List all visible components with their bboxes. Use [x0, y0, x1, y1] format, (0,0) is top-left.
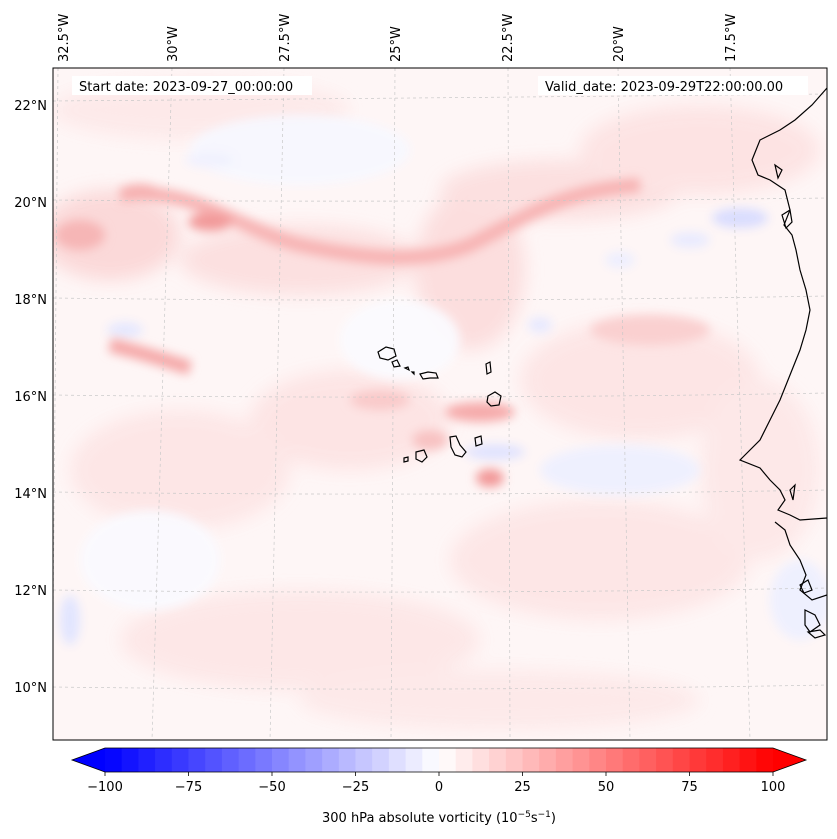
colorbar-cell: [105, 748, 123, 772]
colorbar-cell: [472, 748, 490, 772]
colorbar-cell: [589, 748, 607, 772]
colorbar-cell: [155, 748, 173, 772]
island-santiago: [449, 435, 467, 458]
colorbar-cell: [572, 748, 590, 772]
colorbar-cell: [422, 748, 440, 772]
colorbar-min-extension: [72, 748, 105, 772]
colorbar-cell: [238, 748, 256, 772]
colorbar-cell: [505, 748, 524, 772]
colorbar-cell: [355, 748, 373, 772]
longitude-labels: 32.5°W 30°W 27.5°W 25°W 22.5°W 20°W 17.5…: [57, 14, 739, 62]
start-date-box: Start date: 2023-09-27_00:00:00: [72, 76, 312, 95]
lon-label: 22.5°W: [501, 14, 516, 62]
colorbar-cell: [221, 748, 240, 772]
colorbar-cell: [539, 748, 557, 772]
colorbar-cell: [372, 748, 390, 772]
colorbar-cells: [105, 748, 774, 772]
colorbar: −100 −75 −50 −25 0 25 50 75 100 300 hPa …: [70, 747, 808, 826]
colorbar-tick-label: 75: [681, 780, 698, 795]
lat-label: 16°N: [14, 390, 47, 405]
island-sao-nicolau: [419, 371, 439, 380]
lat-label: 14°N: [14, 487, 47, 502]
colorbar-tick-label: 0: [435, 780, 443, 795]
lat-label: 22°N: [14, 99, 47, 114]
colorbar-cell: [138, 748, 156, 772]
colorbar-cell: [689, 748, 707, 772]
colorbar-tick-label: −75: [175, 780, 202, 795]
colorbar-cell: [255, 748, 273, 772]
colorbar-max-extension: [773, 748, 806, 772]
colorbar-title: 300 hPa absolute vorticity (10−5s−1): [322, 810, 556, 826]
lon-label: 25°W: [389, 26, 404, 62]
island-fogo: [415, 449, 428, 463]
colorbar-cell: [188, 748, 206, 772]
colorbar-tick-label: 25: [514, 780, 531, 795]
colorbar-cell: [272, 748, 290, 772]
lat-label: 18°N: [14, 293, 47, 308]
guinea-coast: [774, 521, 827, 601]
island-sal: [485, 361, 492, 375]
lat-label: 10°N: [14, 681, 47, 696]
colorbar-ticks: −100 −75 −50 −25 0 25 50 75 100: [87, 772, 785, 795]
valid-date-label: Valid_date: 2023-09-29T22:00:00.00: [545, 80, 783, 95]
colorbar-cell: [489, 748, 507, 772]
lon-label: 17.5°W: [724, 14, 739, 62]
colorbar-cell: [322, 748, 340, 772]
colorbar-cell: [305, 748, 323, 772]
island-sao-vicente: [391, 359, 401, 368]
start-date-label: Start date: 2023-09-27_00:00:00: [79, 80, 293, 95]
colorbar-cell: [288, 748, 306, 772]
colorbar-cell: [205, 748, 223, 772]
lat-label: 12°N: [14, 584, 47, 599]
colorbar-cell: [555, 748, 574, 772]
colorbar-cell: [171, 748, 190, 772]
colorbar-tick-label: 50: [598, 780, 615, 795]
map-frame: [52, 67, 828, 741]
colorbar-cell: [606, 748, 624, 772]
island-maio: [474, 435, 483, 447]
gridlines: [53, 68, 827, 740]
colorbar-tick-label: −100: [87, 780, 123, 795]
island-brava: [403, 456, 409, 463]
colorbar-cell: [622, 748, 640, 772]
colorbar-tick-label: 100: [761, 780, 786, 795]
latitude-labels: 22°N 20°N 18°N 16°N 14°N 12°N 10°N: [14, 99, 47, 696]
colorbar-cell: [706, 748, 724, 772]
lon-label: 30°W: [166, 26, 181, 62]
lon-label: 20°W: [612, 26, 627, 62]
colorbar-tick-label: −50: [258, 780, 285, 795]
colorbar-cell: [722, 748, 741, 772]
coastline: [377, 87, 827, 639]
island-santo-antao: [377, 346, 397, 361]
africa-coast: [738, 87, 827, 521]
colorbar-cell: [739, 748, 757, 772]
colorbar-cell: [439, 748, 457, 772]
valid-date-box: Valid_date: 2023-09-29T22:00:00.00: [538, 76, 808, 95]
colorbar-cell: [388, 748, 407, 772]
colorbar-cell: [455, 748, 473, 772]
lon-label: 32.5°W: [57, 14, 72, 62]
colorbar-cell: [656, 748, 674, 772]
colorbar-cell: [672, 748, 691, 772]
colorbar-cell: [338, 748, 357, 772]
colorbar-cell: [522, 748, 540, 772]
lat-label: 20°N: [14, 196, 47, 211]
colorbar-cell: [405, 748, 423, 772]
lon-label: 27.5°W: [278, 14, 293, 62]
colorbar-tick-label: −25: [342, 780, 369, 795]
colorbar-cell: [121, 748, 139, 772]
colorbar-cell: [639, 748, 657, 772]
map-panel: Start date: 2023-09-27_00:00:00 Valid_da…: [14, 14, 828, 741]
island-boa-vista: [486, 391, 502, 407]
colorbar-cell: [756, 748, 774, 772]
